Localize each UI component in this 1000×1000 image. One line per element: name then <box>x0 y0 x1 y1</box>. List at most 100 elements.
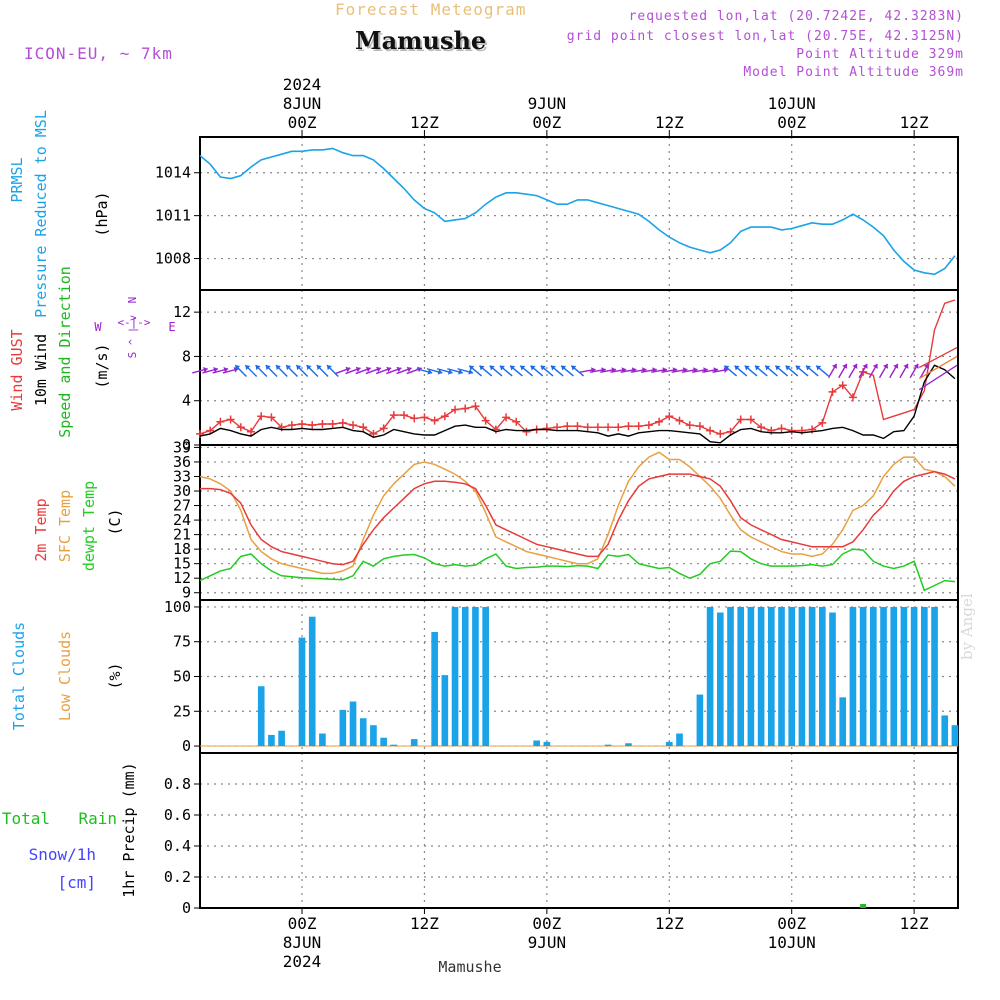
x-tick-label-top: 9JUN <box>528 94 567 113</box>
arrow-head <box>540 365 546 371</box>
y-tick-label: 0.8 <box>164 775 191 793</box>
x-tick-label-bottom: 2024 <box>283 952 322 971</box>
wind-gust-marker <box>451 405 460 414</box>
cloud-bar <box>716 612 724 747</box>
arrow-head <box>882 363 889 369</box>
wind-gust-marker <box>655 417 664 426</box>
wind-direction-arrow <box>265 364 278 377</box>
point-altitude: Point Altitude 329m <box>796 47 964 62</box>
wind-gust-marker <box>614 423 623 432</box>
wind-direction-arrow <box>744 365 758 377</box>
y-tick-label: 50 <box>173 668 191 686</box>
wind-gust-marker <box>430 416 439 425</box>
arrow-head <box>245 365 251 371</box>
wind-direction-arrow <box>795 365 809 377</box>
cloud-bar <box>268 734 275 747</box>
wind-gust-marker <box>298 419 307 428</box>
arrow-head <box>489 365 495 371</box>
wind-direction-arrow <box>244 364 258 377</box>
wind-gust-marker <box>736 415 745 424</box>
arrow-head <box>468 369 473 375</box>
x-tick-label-bottom: 00Z <box>532 914 561 933</box>
y-tick-label: 8 <box>182 347 191 365</box>
compass-e: E <box>168 320 175 334</box>
x-tick-label-top: 00Z <box>777 113 806 132</box>
arrow-head <box>872 363 878 369</box>
wind-direction-arrow <box>550 365 564 377</box>
wind-direction-arrow <box>436 368 453 375</box>
arrow-head <box>775 365 781 371</box>
wind-gust-marker <box>746 415 755 424</box>
wind-gust-marker <box>777 424 786 433</box>
y-tick-label: 0 <box>182 899 191 917</box>
arrow-head <box>561 365 567 371</box>
wind-direction-arrow <box>754 365 768 377</box>
wind-direction-arrow <box>275 364 288 377</box>
arrow-head <box>447 369 453 375</box>
wind-gust-marker <box>502 413 511 422</box>
x-tick-label-bottom: 12Z <box>655 914 684 933</box>
chart-subtitle: Forecast Meteogram <box>335 0 527 19</box>
arrow-head <box>734 365 740 371</box>
arrow-head <box>499 365 505 371</box>
wind-gust-marker <box>226 415 235 424</box>
cloud-bar <box>278 730 285 747</box>
cloud-bar <box>298 637 306 747</box>
cloud-bar <box>410 739 418 747</box>
x-tick-label-bottom: 12Z <box>900 914 929 933</box>
wind-gust-marker <box>644 421 653 430</box>
wind-direction-arrow <box>355 366 371 375</box>
dewpoint-line <box>199 548 955 592</box>
x-tick-label-top: 00Z <box>288 113 317 132</box>
compass-n: N <box>126 297 139 304</box>
arrow-head <box>223 366 229 373</box>
wind-gust-marker <box>675 416 684 425</box>
wind-direction-arrow <box>868 363 878 379</box>
cloud-bar <box>482 606 489 747</box>
y-tick-label: 27 <box>173 497 191 515</box>
cloud-bar <box>706 606 714 747</box>
arrow-head <box>754 365 760 371</box>
arrow-head <box>785 365 791 371</box>
arrow-head <box>296 365 302 371</box>
wind-gust-marker <box>542 424 551 433</box>
rain-bar <box>860 904 867 908</box>
cloud-bar <box>257 686 265 747</box>
y-tick-label: 21 <box>173 526 191 544</box>
arrow-head <box>316 365 322 371</box>
cloud-bar <box>696 694 704 747</box>
wind-gust-marker <box>349 421 358 430</box>
wind-gust-marker <box>338 418 347 427</box>
y-tick-label: 9 <box>182 584 191 602</box>
wind-direction-arrow <box>540 365 554 377</box>
wind-direction-arrow <box>838 363 848 379</box>
wind-direction-arrow <box>785 365 799 377</box>
wind-direction-arrow <box>878 363 889 379</box>
wind-gust-marker <box>196 429 204 438</box>
wind-label-unit: (m/s) <box>93 343 111 388</box>
wind-gust-marker <box>247 427 256 436</box>
wind-direction-arrow <box>919 363 929 379</box>
wind-gust-marker <box>471 402 480 411</box>
wind-gust-marker <box>359 423 368 432</box>
wind-gust-marker <box>512 417 521 426</box>
clouds-label-total: Total Clouds <box>10 622 28 730</box>
x-tick-label-bottom: 12Z <box>410 914 439 933</box>
cloud-bar <box>308 616 316 747</box>
pressure-label-desc: Pressure Reduced to MSL <box>32 110 50 318</box>
precip-label-cm: [cm] <box>57 873 96 892</box>
arrow-head <box>852 363 858 369</box>
wind-direction-arrow <box>899 363 909 379</box>
wind-gust-marker <box>328 419 337 428</box>
wind-direction-arrow <box>468 365 483 377</box>
wind-gust-marker <box>216 417 225 426</box>
arrow-head <box>355 366 361 373</box>
y-tick-label: 24 <box>173 511 191 529</box>
wind-direction-arrow <box>774 365 789 377</box>
y-tick-label: 0.2 <box>164 868 191 886</box>
clouds-label-unit: (%) <box>106 662 124 689</box>
wind-gust-marker <box>695 422 704 431</box>
cloud-bar <box>370 725 377 747</box>
precip-label-total: Total <box>2 809 50 828</box>
panel-frame <box>199 444 959 601</box>
